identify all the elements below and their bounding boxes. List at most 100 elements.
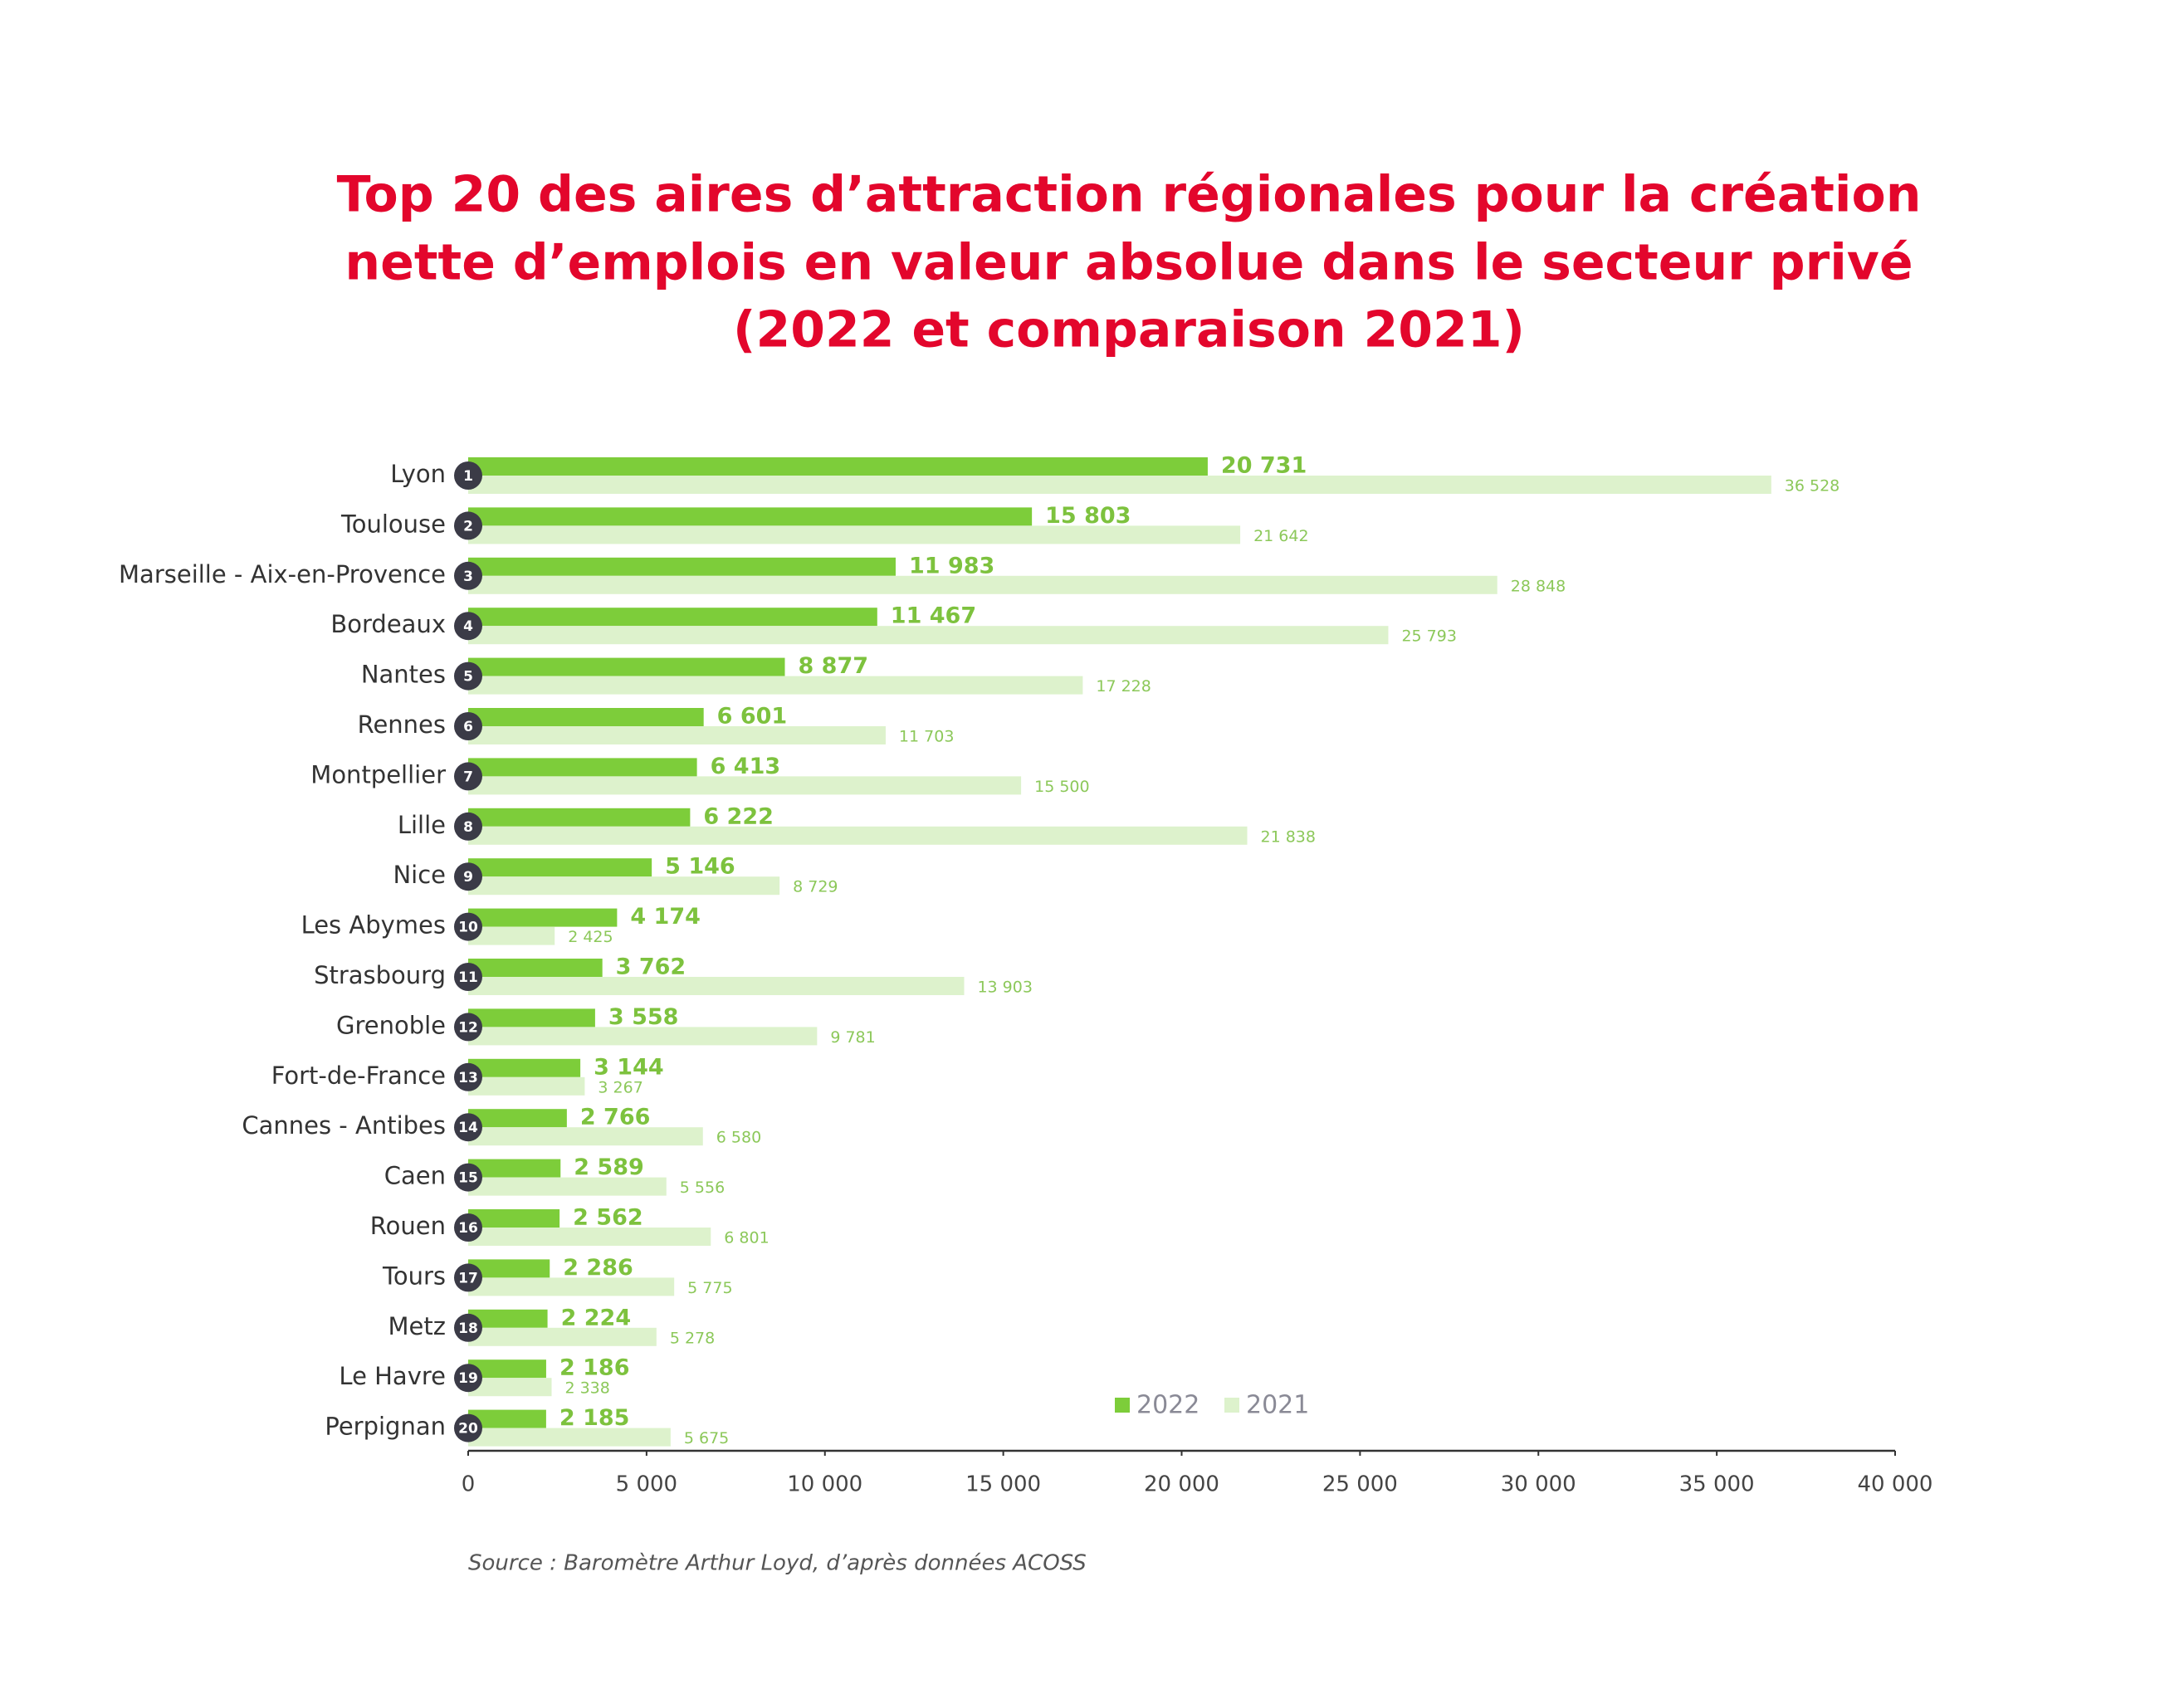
x-tick-label: 5 000 (616, 1472, 677, 1497)
value-label: 2 185 (559, 1405, 630, 1431)
rank-badge (454, 862, 482, 891)
bar (468, 1177, 667, 1196)
rank-badge (454, 461, 482, 490)
bar (468, 457, 1208, 476)
value-label: 6 601 (717, 704, 788, 730)
category-label: Tours (382, 1262, 446, 1290)
rank-label: 10 (458, 920, 478, 936)
chart-title: (2022 et comparaison 2021) (733, 301, 1525, 359)
bar (468, 1109, 567, 1128)
rank-label: 6 (463, 719, 473, 735)
bar (468, 1228, 711, 1246)
value-label: 6 801 (724, 1229, 769, 1247)
bar (468, 708, 704, 726)
bar (468, 626, 1389, 645)
bar (468, 657, 785, 676)
rank-badge (454, 1013, 482, 1042)
rank-badge (454, 1062, 482, 1091)
rank-label: 19 (458, 1370, 478, 1387)
value-label: 5 556 (680, 1179, 725, 1197)
value-label: 15 803 (1045, 503, 1131, 529)
value-label: 11 983 (909, 553, 994, 578)
legend-label: 2021 (1246, 1391, 1309, 1420)
rank-badge (454, 511, 482, 540)
rank-label: 7 (463, 769, 473, 785)
x-tick-label: 25 000 (1322, 1472, 1398, 1497)
category-label: Marseille - Aix-en-Provence (119, 560, 446, 588)
bar (468, 1209, 560, 1228)
value-label: 2 562 (573, 1205, 643, 1231)
rank-label: 18 (458, 1320, 478, 1337)
category-label: Cannes - Antibes (242, 1111, 446, 1140)
value-label: 8 729 (793, 878, 838, 896)
rank-badge (454, 762, 482, 791)
value-label: 5 675 (684, 1429, 729, 1447)
bar (468, 876, 780, 896)
value-label: 15 500 (1034, 778, 1089, 796)
rank-label: 11 (458, 969, 478, 986)
category-label: Le Havre (339, 1362, 446, 1390)
bar (468, 557, 896, 576)
bar (468, 959, 603, 977)
rank-badge (454, 1364, 482, 1393)
x-tick-label: 20 000 (1144, 1472, 1219, 1497)
rank-label: 12 (458, 1019, 478, 1036)
value-label: 20 731 (1221, 453, 1307, 479)
rank-badge (454, 1413, 482, 1442)
category-label: Lille (398, 811, 446, 839)
category-label: Les Abymes (301, 911, 446, 940)
bar (468, 1008, 595, 1027)
value-label: 2 766 (580, 1105, 651, 1130)
legend-swatch (1115, 1398, 1130, 1413)
rank-label: 20 (458, 1421, 478, 1438)
bar (468, 826, 1248, 845)
rank-badge (454, 912, 482, 941)
bar (468, 525, 1241, 544)
chart-title: nette d’emplois en valeur absolue dans l… (344, 234, 1913, 292)
rank-label: 17 (458, 1270, 478, 1286)
rank-badge (454, 561, 482, 590)
value-label: 8 877 (798, 653, 868, 679)
bar (468, 575, 1498, 594)
bar (468, 1076, 585, 1096)
rank-badge (454, 612, 482, 641)
bar (468, 476, 1771, 494)
bar (468, 776, 1022, 795)
value-label: 2 589 (574, 1154, 644, 1180)
value-label: 6 222 (703, 803, 774, 829)
category-label: Metz (388, 1312, 446, 1340)
rank-badge (454, 661, 482, 691)
rank-badge (454, 1113, 482, 1142)
bar (468, 808, 691, 827)
category-label: Toulouse (340, 510, 446, 538)
value-label: 28 848 (1511, 577, 1566, 595)
legend-swatch (1224, 1398, 1239, 1413)
rank-label: 9 (463, 869, 473, 886)
bar (468, 1259, 550, 1278)
value-label: 13 903 (977, 979, 1032, 997)
bar (468, 858, 652, 877)
value-label: 36 528 (1785, 477, 1840, 495)
value-label: 2 186 (559, 1355, 630, 1381)
value-label: 3 558 (608, 1004, 679, 1030)
category-label: Nice (393, 861, 446, 889)
chart-title: Top 20 des aires d’attraction régionales… (337, 166, 1922, 224)
category-label: Caen (384, 1162, 446, 1190)
bar (468, 1378, 552, 1397)
bar (468, 926, 555, 945)
rank-label: 5 (463, 669, 473, 686)
value-label: 3 762 (616, 954, 686, 980)
value-label: 5 278 (670, 1329, 715, 1347)
bar (468, 608, 877, 627)
value-label: 3 144 (594, 1054, 664, 1080)
x-tick-label: 15 000 (965, 1472, 1041, 1497)
bar (468, 1058, 581, 1077)
value-label: 11 703 (899, 728, 954, 746)
category-label: Strasbourg (314, 961, 446, 989)
category-label: Fort-de-France (271, 1062, 446, 1090)
x-tick-label: 40 000 (1858, 1472, 1933, 1497)
bar (468, 1428, 671, 1447)
bar (468, 758, 697, 777)
bar (468, 726, 886, 744)
